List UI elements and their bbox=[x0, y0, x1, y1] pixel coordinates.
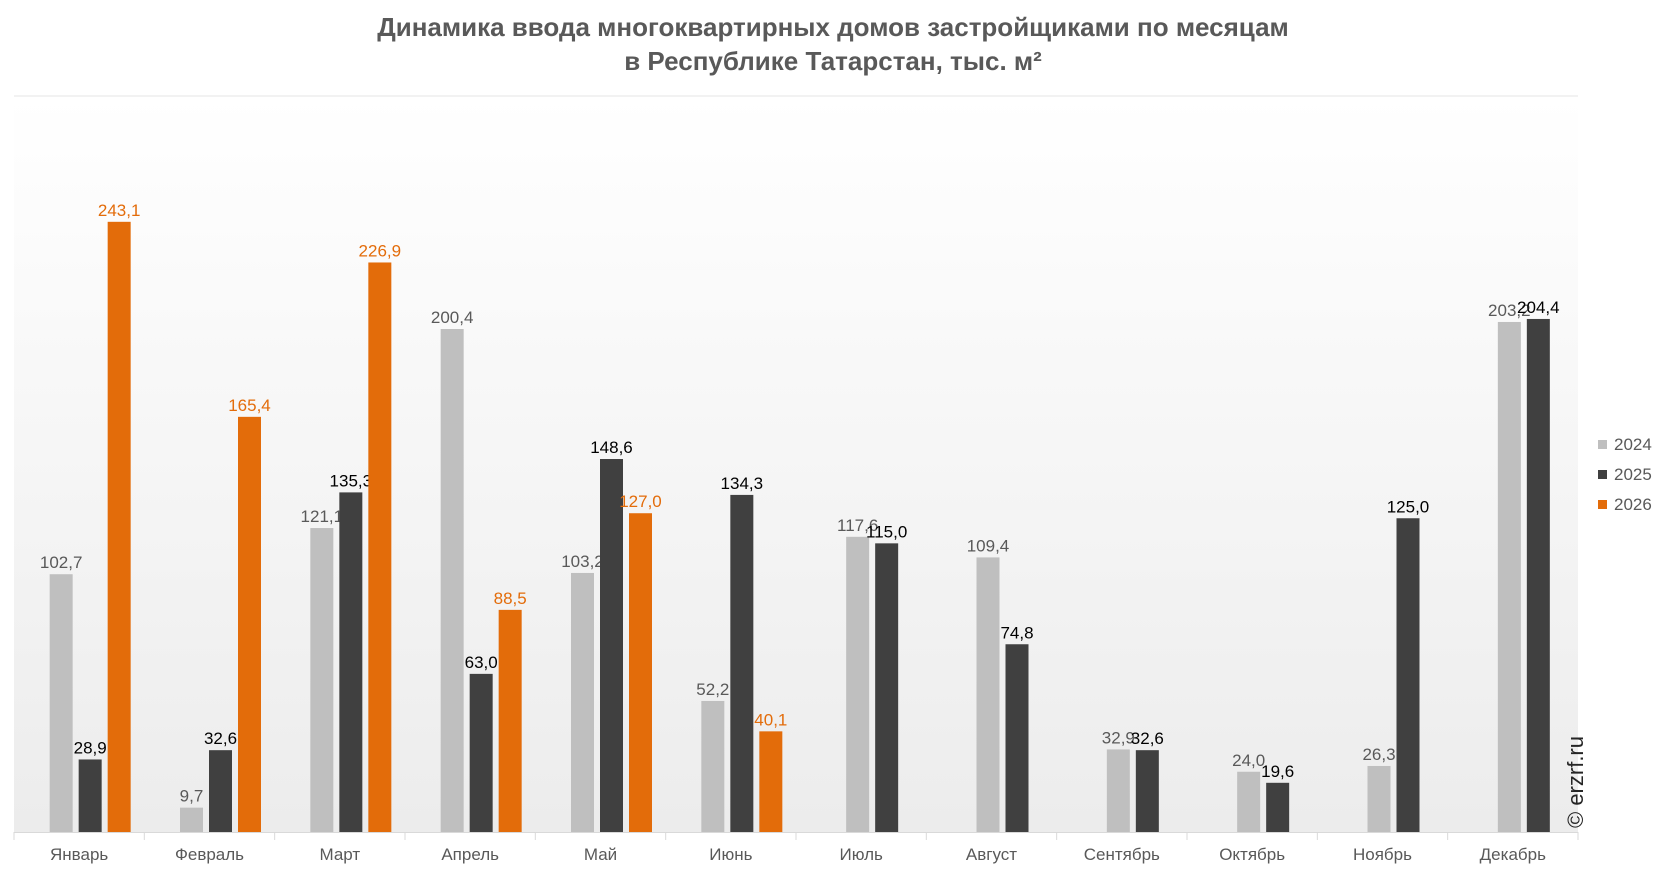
data-label-2025-8: 32,6 bbox=[1131, 729, 1164, 748]
legend-label-2025: 2025 bbox=[1614, 465, 1652, 484]
x-tick-label-8: Сентябрь bbox=[1084, 845, 1160, 864]
bar-2026-3 bbox=[498, 609, 522, 832]
chart-title-line-2: в Республике Татарстан, тыс. м² bbox=[624, 46, 1042, 76]
data-label-2025-10: 125,0 bbox=[1387, 497, 1430, 516]
bar-2026-2 bbox=[368, 262, 392, 833]
data-label-2025-9: 19,6 bbox=[1261, 762, 1294, 781]
x-tick-label-2: Март bbox=[319, 845, 360, 864]
bar-2024-4 bbox=[571, 572, 594, 832]
x-tick-label-6: Июль bbox=[839, 845, 883, 864]
bar-2026-4 bbox=[629, 513, 652, 832]
bar-2024-8 bbox=[1106, 749, 1130, 832]
data-label-2024-0: 102,7 bbox=[40, 553, 83, 572]
bar-2025-2 bbox=[339, 492, 363, 832]
data-label-2025-1: 32,6 bbox=[204, 729, 237, 748]
x-tick-label-1: Февраль bbox=[175, 845, 244, 864]
data-label-2025-4: 148,6 bbox=[590, 438, 633, 457]
bar-2024-1 bbox=[180, 807, 203, 832]
legend-swatch-2026 bbox=[1598, 500, 1607, 509]
bar-2026-1 bbox=[238, 416, 261, 832]
plot-area bbox=[14, 96, 1578, 832]
data-label-2025-5: 134,3 bbox=[721, 474, 764, 493]
bar-2026-5 bbox=[759, 731, 783, 832]
data-label-2024-10: 26,3 bbox=[1362, 745, 1395, 764]
bar-2024-11 bbox=[1497, 321, 1521, 832]
data-label-2024-11: 203,2 bbox=[1488, 301, 1531, 320]
data-label-2026-3: 88,5 bbox=[494, 589, 527, 608]
legend-label-2024: 2024 bbox=[1614, 435, 1652, 454]
x-tick-label-10: Ноябрь bbox=[1353, 845, 1412, 864]
watermark: © erzrf.ru bbox=[1563, 736, 1588, 828]
bar-2024-3 bbox=[440, 328, 464, 832]
data-label-2025-3: 63,0 bbox=[465, 653, 498, 672]
bar-2024-5 bbox=[701, 700, 725, 832]
data-label-2024-2: 121,1 bbox=[301, 507, 344, 526]
bar-2025-9 bbox=[1266, 782, 1290, 832]
data-label-2025-6: 115,0 bbox=[866, 522, 907, 541]
bar-2024-0 bbox=[49, 574, 73, 832]
bar-2024-9 bbox=[1237, 771, 1261, 832]
bar-2026-0 bbox=[107, 221, 131, 833]
bar-2025-7 bbox=[1005, 644, 1029, 832]
data-label-2026-2: 226,9 bbox=[359, 241, 402, 260]
bar-2025-3 bbox=[469, 673, 493, 832]
x-tick-label-5: Июнь bbox=[709, 845, 752, 864]
chart-title-line-1: Динамика ввода многоквартирных домов зас… bbox=[377, 12, 1289, 42]
bar-2024-6 bbox=[846, 536, 870, 832]
data-label-2026-0: 243,1 bbox=[98, 201, 141, 220]
bar-2025-0 bbox=[78, 759, 102, 832]
data-label-2024-6: 117,6 bbox=[837, 516, 878, 535]
bar-2024-10 bbox=[1367, 765, 1391, 832]
data-label-2026-1: 165,4 bbox=[228, 396, 271, 415]
x-tick-label-11: Декабрь bbox=[1480, 845, 1546, 864]
data-label-2025-11: 204,4 bbox=[1517, 298, 1560, 317]
bar-2024-2 bbox=[310, 528, 334, 832]
bar-2025-6 bbox=[875, 543, 899, 832]
chart-title: Динамика ввода многоквартирных домов зас… bbox=[0, 10, 1666, 78]
legend-swatch-2024 bbox=[1598, 440, 1607, 449]
data-label-2024-3: 200,4 bbox=[431, 308, 474, 327]
legend-swatch-2025 bbox=[1598, 470, 1607, 479]
x-tick-label-4: Май bbox=[584, 845, 617, 864]
bar-2025-10 bbox=[1396, 518, 1420, 832]
data-label-2026-5: 40,1 bbox=[754, 710, 787, 729]
data-label-2024-7: 109,4 bbox=[967, 536, 1010, 555]
data-label-2024-5: 52,2 bbox=[696, 680, 729, 699]
data-label-2026-4: 127,0 bbox=[619, 492, 662, 511]
bar-2025-5 bbox=[730, 494, 754, 832]
x-tick-label-9: Октябрь bbox=[1219, 845, 1285, 864]
bar-2025-8 bbox=[1135, 750, 1159, 832]
bar-2025-4 bbox=[600, 459, 623, 832]
x-tick-label-0: Январь bbox=[50, 845, 108, 864]
data-label-2024-8: 32,9 bbox=[1102, 728, 1135, 747]
data-label-2025-2: 135,3 bbox=[330, 471, 373, 490]
bar-2025-11 bbox=[1526, 318, 1550, 832]
data-label-2025-0: 28,9 bbox=[74, 738, 107, 757]
bar-2025-1 bbox=[209, 750, 232, 832]
x-tick-label-7: Август bbox=[966, 845, 1017, 864]
data-label-2024-1: 9,7 bbox=[180, 787, 204, 806]
data-label-2025-7: 74,8 bbox=[1000, 623, 1033, 642]
bar-2024-7 bbox=[976, 557, 1000, 832]
data-label-2024-4: 103,2 bbox=[561, 552, 604, 571]
x-tick-label-3: Апрель bbox=[441, 845, 499, 864]
legend-label-2026: 2026 bbox=[1614, 495, 1652, 514]
data-label-2024-9: 24,0 bbox=[1232, 751, 1265, 770]
